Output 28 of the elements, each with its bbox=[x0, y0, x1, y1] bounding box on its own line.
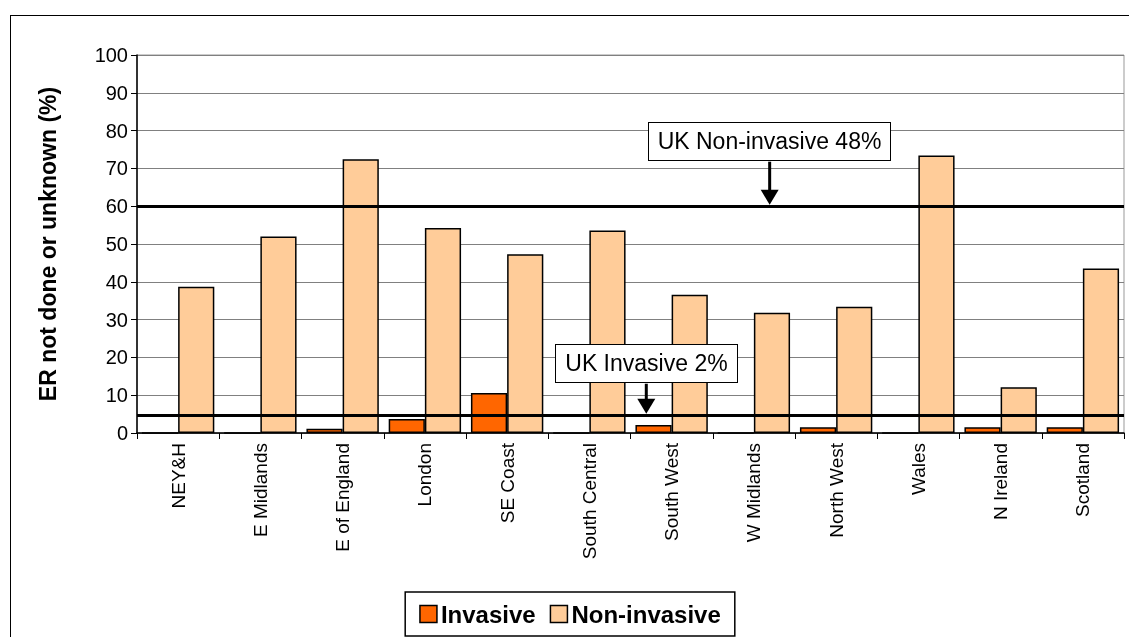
y-tick-label: 10 bbox=[105, 384, 128, 407]
legend-label: Invasive bbox=[440, 600, 536, 628]
y-tick-label: 0 bbox=[116, 422, 128, 444]
x-tick-label: Scotland bbox=[1072, 443, 1094, 517]
y-tick-label: 50 bbox=[105, 233, 128, 255]
y-tick-label: 30 bbox=[105, 308, 128, 331]
x-tick-label: NEY&H bbox=[167, 443, 189, 509]
x-tick-label: London bbox=[414, 443, 436, 507]
x-tick-label: South Central bbox=[578, 443, 600, 560]
y-tick-label: 80 bbox=[105, 119, 128, 142]
ref-line-label: UK Non-invasive 48% bbox=[647, 121, 892, 162]
y-tick-label: 90 bbox=[105, 81, 128, 104]
x-tick-label: W Midlands bbox=[743, 443, 765, 543]
y-tick-label: 60 bbox=[105, 195, 128, 218]
y-tick-label: 70 bbox=[105, 157, 128, 180]
x-tick-label: E Midlands bbox=[249, 443, 271, 537]
x-tick-label: N Ireland bbox=[990, 443, 1012, 521]
x-tick-label: North West bbox=[825, 442, 847, 538]
x-tick-label: SE Coast bbox=[496, 442, 518, 524]
x-tick-label: South West bbox=[661, 442, 683, 541]
legend-label: Non-invasive bbox=[571, 600, 721, 628]
y-axis-title: ER not done or unknown (%) bbox=[34, 86, 61, 402]
ref-line-label: UK Invasive 2% bbox=[555, 343, 738, 384]
x-tick-label: Wales bbox=[907, 443, 929, 496]
y-tick-label: 100 bbox=[94, 44, 128, 66]
x-tick-label: E of England bbox=[332, 443, 354, 552]
y-tick-label: 20 bbox=[105, 346, 128, 369]
y-tick-label: 40 bbox=[105, 270, 128, 293]
